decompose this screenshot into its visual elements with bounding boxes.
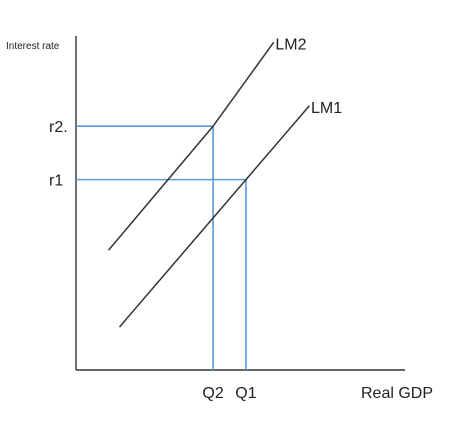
y-tick-label-eq2: r2. [49,119,68,136]
x-tick-label-eq1: Q1 [235,385,256,402]
x-axis-label: Real GDP [361,385,433,402]
x-tick-label-eq2: Q2 [202,385,223,402]
series-line-lm1 [119,105,310,328]
y-tick-label-eq1: r1 [49,173,63,190]
series-line-lm2 [108,41,275,251]
chart-labels: r2. Q2 r1 Q1 LM2 LM1 [49,37,342,402]
series-lines [108,41,310,328]
y-axis-label: Interest rate [6,41,60,52]
series-label-lm2: LM2 [275,37,306,54]
equilibrium-guides [76,125,247,370]
series-label-lm1: LM1 [311,100,342,117]
